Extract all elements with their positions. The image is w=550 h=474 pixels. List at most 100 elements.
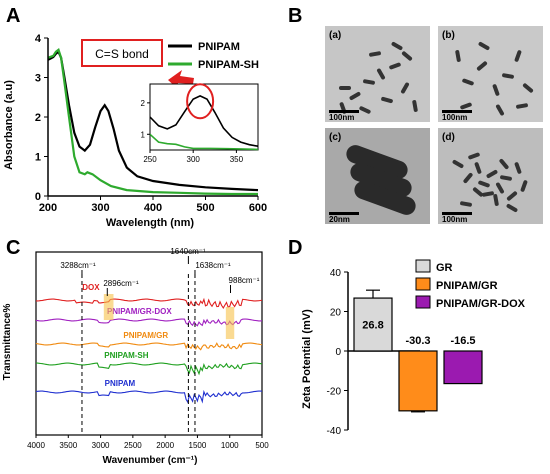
tem-image-grid-svg: B (a) 100nm (b) 100nm (c) 20nm (d) 100nm xyxy=(288,5,543,224)
panel-b-tem-images: B (a) 100nm (b) 100nm (c) 20nm (d) 100nm xyxy=(270,0,550,232)
nanorod xyxy=(391,42,403,50)
nanorod xyxy=(478,180,490,188)
tem-image-3: (c) 20nm xyxy=(325,128,430,224)
panel-letter-b: B xyxy=(288,5,302,27)
a-x-tick-label: 600 xyxy=(249,202,267,214)
tem-image-4: (d) 100nm xyxy=(438,128,543,224)
large-nanorod xyxy=(350,163,412,197)
nanorod xyxy=(514,50,522,62)
nanorod xyxy=(474,162,482,174)
inset-x-tick-label: 350 xyxy=(230,155,244,164)
zeta-plot-area: -40 -20 0 20 40 26.8 -30.3 -16.5 GR PNIPAM/GR PNIP… xyxy=(327,259,526,437)
absorbance-legend: PNIPAM PNIPAM-SH xyxy=(168,41,259,71)
nanorod xyxy=(363,79,375,85)
c-x-tick-label: 1500 xyxy=(189,441,207,450)
a-ylabel: Absorbance (a.u) xyxy=(3,80,15,170)
panel-c-ftir-chart: C DOX PNIPAM/GR-DOX PNIPAM/GR PNIPAM-SH PNIP… xyxy=(0,232,270,469)
nanorod xyxy=(468,152,480,160)
nanorod xyxy=(500,175,512,181)
nanorod xyxy=(496,104,504,116)
marker-label: 1640cm⁻¹ xyxy=(170,247,206,256)
inset-peak-circle xyxy=(186,83,215,120)
nanorod xyxy=(506,204,518,212)
nanorod xyxy=(493,194,499,206)
data-label: -16.5 xyxy=(450,335,475,347)
a-y-tick-label: 1 xyxy=(35,152,41,164)
annotation-box xyxy=(81,39,163,67)
tem-image-label: (d) xyxy=(442,132,455,143)
data-label: 26.8 xyxy=(362,320,383,332)
nanorod xyxy=(339,86,351,90)
zeta-chart-svg: D -40 -20 0 20 40 26.8 -30.3 -16.5 GR PNIPAM/GR PN… xyxy=(288,237,526,437)
nanorod xyxy=(389,62,401,70)
nanorod xyxy=(522,83,534,93)
absorbance-plot-area xyxy=(47,47,259,196)
highlight-2896 xyxy=(103,294,114,320)
d-y-tick-label: 0 xyxy=(335,347,341,358)
a-y-tick-label: 0 xyxy=(35,191,41,203)
absorbance-inset: 250 300 350 1 2 xyxy=(141,83,259,164)
scale-bar-label: 100nm xyxy=(329,113,354,122)
c-x-tick-label: 3000 xyxy=(92,441,110,450)
c-x-tick-label: 2000 xyxy=(156,441,174,450)
tem-image-1: (a) 100nm xyxy=(325,26,430,122)
a-x-tick-label: 500 xyxy=(196,202,214,214)
tem-image-label: (b) xyxy=(442,30,455,41)
tem-image-label: (c) xyxy=(329,132,341,143)
scale-bar-label: 100nm xyxy=(442,215,467,224)
a-xlabel: Wavelength (nm) xyxy=(106,217,195,229)
inset-y-tick-label: 2 xyxy=(141,99,146,108)
marker-label: 988cm⁻¹ xyxy=(229,276,260,285)
scale-bar xyxy=(442,110,472,113)
nanorod xyxy=(506,191,518,201)
ftir-series-label: PNIPAM/GR-DOX xyxy=(107,307,172,316)
inset-x-tick-label: 250 xyxy=(143,155,157,164)
scale-bar xyxy=(329,110,359,113)
panel-letter-d: D xyxy=(288,237,302,259)
inset-x-tick-label: 300 xyxy=(187,155,201,164)
ftir-chart-svg: C DOX PNIPAM/GR-DOX PNIPAM/GR PNIPAM-SH PNIP… xyxy=(2,237,269,466)
panel-a-absorbance-chart: A 200 300 400 500 600 0 1 2 3 4 C=S bond PNIPAM PN… xyxy=(0,0,270,232)
panel-d-zeta-chart: D -40 -20 0 20 40 26.8 -30.3 -16.5 GR PNIPAM/GR PN… xyxy=(270,232,550,469)
ftir-line-pnipam/gr xyxy=(35,342,263,351)
d-y-tick-label: -40 xyxy=(327,426,342,437)
d-y-tick-label: -20 xyxy=(327,387,342,398)
data-label: -30.3 xyxy=(405,335,430,347)
bar-1 xyxy=(398,350,438,412)
scale-bar-label: 20nm xyxy=(329,215,350,224)
nanorod xyxy=(460,201,472,207)
c-x-tick-label: 3500 xyxy=(59,441,77,450)
nanorod xyxy=(482,191,494,197)
nanorod xyxy=(516,103,528,109)
nanorod xyxy=(496,182,505,194)
nanorod xyxy=(452,160,464,168)
nanorod xyxy=(369,51,381,57)
c-x-tick-label: 4000 xyxy=(27,441,45,450)
legend-swatch xyxy=(415,295,431,309)
nanorod xyxy=(502,73,514,79)
legend-swatch xyxy=(415,259,431,273)
legend-label: PNIPAM/GR xyxy=(436,280,498,292)
a-x-tick-label: 200 xyxy=(39,202,57,214)
ftir-series-label: PNIPAM-SH xyxy=(104,351,149,360)
marker-label: 1638cm⁻¹ xyxy=(195,261,231,270)
c-xlabel: Wavenumber (cm⁻¹) xyxy=(103,455,198,466)
nanorod xyxy=(499,158,509,170)
inset-line-pnipam xyxy=(149,95,259,147)
nanorod xyxy=(478,42,490,50)
legend-swatch xyxy=(415,277,431,291)
ftir-line-dox xyxy=(36,297,263,309)
nanorod xyxy=(462,78,474,86)
absorbance-axes: 200 300 400 500 600 0 1 2 3 4 xyxy=(35,33,267,214)
a-y-tick-label: 4 xyxy=(35,33,42,45)
a-x-tick-label: 400 xyxy=(144,202,162,214)
ftir-series-label: PNIPAM/GR xyxy=(123,331,168,340)
bar-0 xyxy=(353,297,393,352)
large-nanorod xyxy=(354,181,416,215)
c-x-tick-label: 1000 xyxy=(221,441,239,450)
ftir-series-label: DOX xyxy=(82,283,100,292)
bar-2 xyxy=(443,350,483,385)
nanorod xyxy=(476,61,488,71)
legend-label-pnipam-sh: PNIPAM-SH xyxy=(198,59,259,71)
